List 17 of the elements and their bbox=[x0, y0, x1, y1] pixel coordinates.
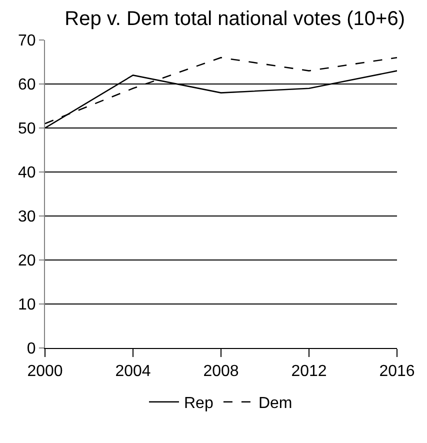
x-tick-label: 2000 bbox=[27, 363, 63, 380]
chart-title: Rep v. Dem total national votes (10+6) bbox=[64, 8, 406, 30]
y-tick-label: 70 bbox=[18, 32, 36, 50]
y-tick-label: 40 bbox=[18, 164, 36, 182]
y-tick-label: 20 bbox=[18, 252, 36, 270]
legend-label: Dem bbox=[258, 395, 292, 412]
x-tick-label: 2004 bbox=[115, 363, 151, 380]
x-tick-label: 2016 bbox=[379, 363, 415, 380]
line-series bbox=[45, 56, 397, 124]
y-tick-label: 50 bbox=[18, 120, 36, 138]
legend-label: Rep bbox=[184, 395, 214, 412]
y-tick-label: 60 bbox=[18, 76, 36, 94]
x-tick-label: 2008 bbox=[203, 363, 239, 380]
y-tick-label: 30 bbox=[18, 208, 36, 226]
x-tick-label: 2012 bbox=[291, 363, 327, 380]
y-tick-label: 0 bbox=[26, 340, 36, 358]
y-tick-label: 10 bbox=[18, 296, 36, 314]
